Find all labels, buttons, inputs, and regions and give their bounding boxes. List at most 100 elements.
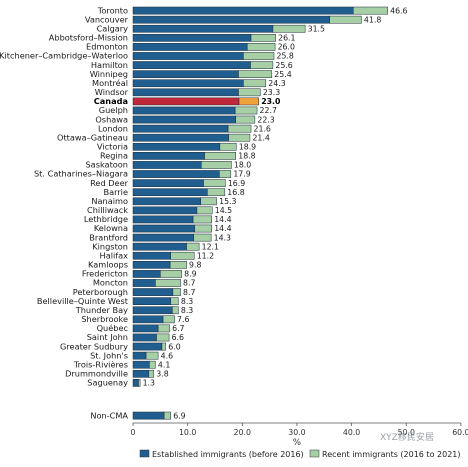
x-tick-label: 10.0 xyxy=(179,428,196,437)
bar-established-canada xyxy=(132,97,240,106)
bar-recent-peterborough xyxy=(172,288,181,296)
bar-established-hamilton xyxy=(132,61,251,69)
bar-established-kelowna xyxy=(132,224,196,233)
bar-established-moncton xyxy=(132,279,156,287)
category-label-st-john-s: St. John's xyxy=(90,350,128,360)
value-label-brantford: 14.3 xyxy=(214,233,231,242)
bar-recent-lethbridge xyxy=(192,215,212,224)
bar-recent-winnipeg xyxy=(238,70,273,79)
bar-established-belleville-quinte-west xyxy=(132,297,171,306)
bar-established-kitchener-cambridge-waterloo xyxy=(132,52,244,60)
bar-established-calgary xyxy=(132,24,274,33)
bar-recent-drummondville xyxy=(148,369,155,378)
value-label-thunder-bay: 8.3 xyxy=(181,306,193,315)
category-label-ottawa-gatineau: Ottawa–Gatineau xyxy=(57,132,128,142)
bar-established-kamloops xyxy=(132,260,171,269)
bar-established-vancouver xyxy=(132,15,330,24)
category-label-regina: Regina xyxy=(100,151,128,161)
bar-established-lethbridge xyxy=(132,215,194,224)
value-label-ottawa-gatineau: 21.4 xyxy=(252,133,269,142)
value-label-fredericton: 8.9 xyxy=(184,270,196,279)
value-label-qu-bec: 6.7 xyxy=(172,324,184,333)
bar-recent-kamloops xyxy=(169,260,187,269)
category-label-calgary: Calgary xyxy=(97,23,129,33)
value-label-montr-al: 24.3 xyxy=(268,79,285,88)
bar-established-peterborough xyxy=(132,288,174,296)
value-label-guelph: 22.7 xyxy=(260,106,277,115)
bar-recent-victoria xyxy=(219,142,237,151)
bar-recent-ottawa-gatineau xyxy=(228,133,251,142)
bar-recent-montr-al xyxy=(243,79,267,88)
bar-established-st-catharines-niagara xyxy=(132,170,220,178)
value-label-kitchener-cambridge-waterloo: 25.8 xyxy=(276,52,293,61)
bar-established-trois-rivi-res xyxy=(132,360,150,369)
watermark-text: XYZ移民安居 xyxy=(380,431,434,443)
value-label-barrie: 16.8 xyxy=(227,188,244,197)
bar-recent-guelph xyxy=(234,106,258,115)
value-label-halifax: 11.2 xyxy=(197,251,214,260)
bar-established-saint-john xyxy=(132,333,157,342)
bar-recent-edmonton xyxy=(246,43,276,51)
category-label-hamilton: Hamilton xyxy=(91,60,128,70)
category-label-drummondville: Drummondville xyxy=(65,369,128,379)
bar-recent-windsor xyxy=(238,88,261,97)
value-label-saint-john: 6.6 xyxy=(172,333,184,342)
legend-label-established: Established immigrants (before 2016) xyxy=(152,450,304,459)
category-label-kelowna: Kelowna xyxy=(94,223,128,233)
bar-recent-qu-bec xyxy=(157,324,170,333)
bar-recent-fredericton xyxy=(160,270,182,278)
value-label-red-deer: 16.9 xyxy=(228,179,245,188)
category-label-lethbridge: Lethbridge xyxy=(84,214,128,224)
value-label-lethbridge: 14.4 xyxy=(214,215,231,224)
category-label-oshawa: Oshawa xyxy=(95,114,128,124)
value-label-vancouver: 41.8 xyxy=(364,15,381,24)
bar-recent-moncton xyxy=(155,279,181,287)
bar-recent-oshawa xyxy=(235,115,256,124)
value-label-winnipeg: 25.4 xyxy=(274,70,291,79)
bar-recent-red-deer xyxy=(203,179,226,187)
bar-established-greater-sudbury xyxy=(132,342,163,351)
bar-recent-kingston xyxy=(186,242,200,251)
bar-established-winnipeg xyxy=(132,70,239,79)
category-label-victoria: Victoria xyxy=(97,142,128,152)
category-label-chilliwack: Chilliwack xyxy=(87,205,128,215)
category-label-kamloops: Kamloops xyxy=(88,260,128,270)
category-label-qu-bec: Québec xyxy=(97,323,128,333)
bar-established-non-cma xyxy=(132,411,165,420)
bar-established-edmonton xyxy=(132,43,248,51)
category-label-saint-john: Saint John xyxy=(87,332,128,342)
category-label-canada: Canada xyxy=(94,96,128,106)
value-label-nanaimo: 15.3 xyxy=(219,197,236,206)
x-tick-label: 40.0 xyxy=(343,428,360,437)
bar-recent-brantford xyxy=(193,233,212,242)
bar-recent-saguenay xyxy=(138,379,141,387)
bar-recent-saskatoon xyxy=(201,161,232,169)
bar-recent-barrie xyxy=(207,188,226,197)
bar-recent-hamilton xyxy=(250,61,274,69)
value-label-non-cma: 6.9 xyxy=(173,411,185,420)
bar-recent-nanaimo xyxy=(200,197,217,206)
bar-recent-st-john-s xyxy=(145,351,159,360)
x-tick-label: 30.0 xyxy=(288,428,305,437)
bar-recent-greater-sudbury xyxy=(161,342,167,351)
category-label-saguenay: Saguenay xyxy=(87,378,128,388)
category-label-greater-sudbury: Greater Sudbury xyxy=(60,341,128,351)
category-label-red-deer: Red Deer xyxy=(90,178,129,188)
bar-recent-thunder-bay xyxy=(172,306,179,315)
value-label-victoria: 18.9 xyxy=(239,143,256,152)
bar-established-saskatoon xyxy=(132,161,202,169)
bar-recent-saint-john xyxy=(156,333,170,342)
bar-recent-trois-rivi-res xyxy=(149,360,156,369)
value-label-sherbrooke: 7.6 xyxy=(177,315,189,324)
bar-established-thunder-bay xyxy=(132,306,173,315)
value-label-abbotsford-mission: 26.1 xyxy=(278,34,295,43)
bar-recent-kitchener-cambridge-waterloo xyxy=(243,52,275,60)
bar-recent-vancouver xyxy=(329,15,362,24)
bar-established-chilliwack xyxy=(132,206,198,215)
bar-established-london xyxy=(132,124,229,133)
bar-established-oshawa xyxy=(132,115,236,124)
bar-established-victoria xyxy=(132,142,221,151)
bar-established-sherbrooke xyxy=(132,315,164,324)
category-label-toronto: Toronto xyxy=(97,5,128,15)
